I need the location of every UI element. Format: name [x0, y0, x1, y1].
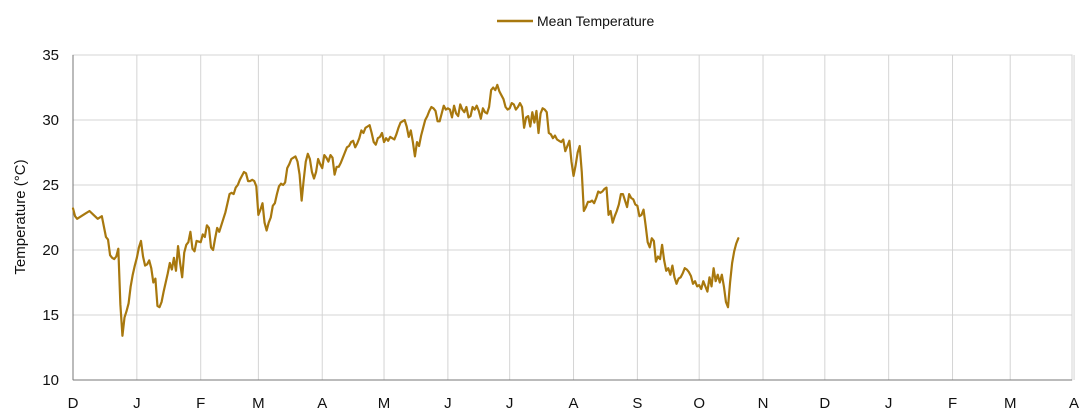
y-tick-label: 15 — [42, 307, 59, 324]
y-tick-label: 35 — [42, 47, 59, 64]
x-tick-label: A — [1069, 395, 1079, 412]
legend: Mean Temperature — [497, 13, 654, 29]
x-tick-label: M — [1004, 395, 1017, 412]
x-tick-label: A — [317, 395, 327, 412]
y-axis-ticks: 10 15 20 25 30 35 — [42, 47, 74, 389]
x-tick-label: J — [506, 395, 514, 412]
x-tick-label: O — [693, 395, 705, 412]
x-tick-label: D — [68, 395, 79, 412]
y-tick-label: 30 — [42, 112, 59, 129]
y-tick-label: 10 — [42, 372, 59, 389]
y-axis-label: Temperature (°C) — [12, 159, 29, 274]
mean-temperature-line — [71, 83, 740, 337]
x-tick-label: S — [632, 395, 642, 412]
x-tick-label: F — [948, 395, 957, 412]
x-tick-label: N — [758, 395, 769, 412]
x-tick-label: J — [133, 395, 141, 412]
legend-label: Mean Temperature — [537, 13, 654, 29]
x-tick-label: J — [444, 395, 452, 412]
x-tick-label: D — [819, 395, 830, 412]
x-tick-label: F — [196, 395, 205, 412]
x-tick-label: A — [569, 395, 579, 412]
x-tick-label: J — [885, 395, 893, 412]
y-tick-label: 20 — [42, 242, 59, 259]
x-tick-label: M — [252, 395, 265, 412]
y-tick-label: 25 — [42, 177, 59, 194]
x-tick-label: M — [378, 395, 391, 412]
gridlines — [72, 54, 1075, 381]
